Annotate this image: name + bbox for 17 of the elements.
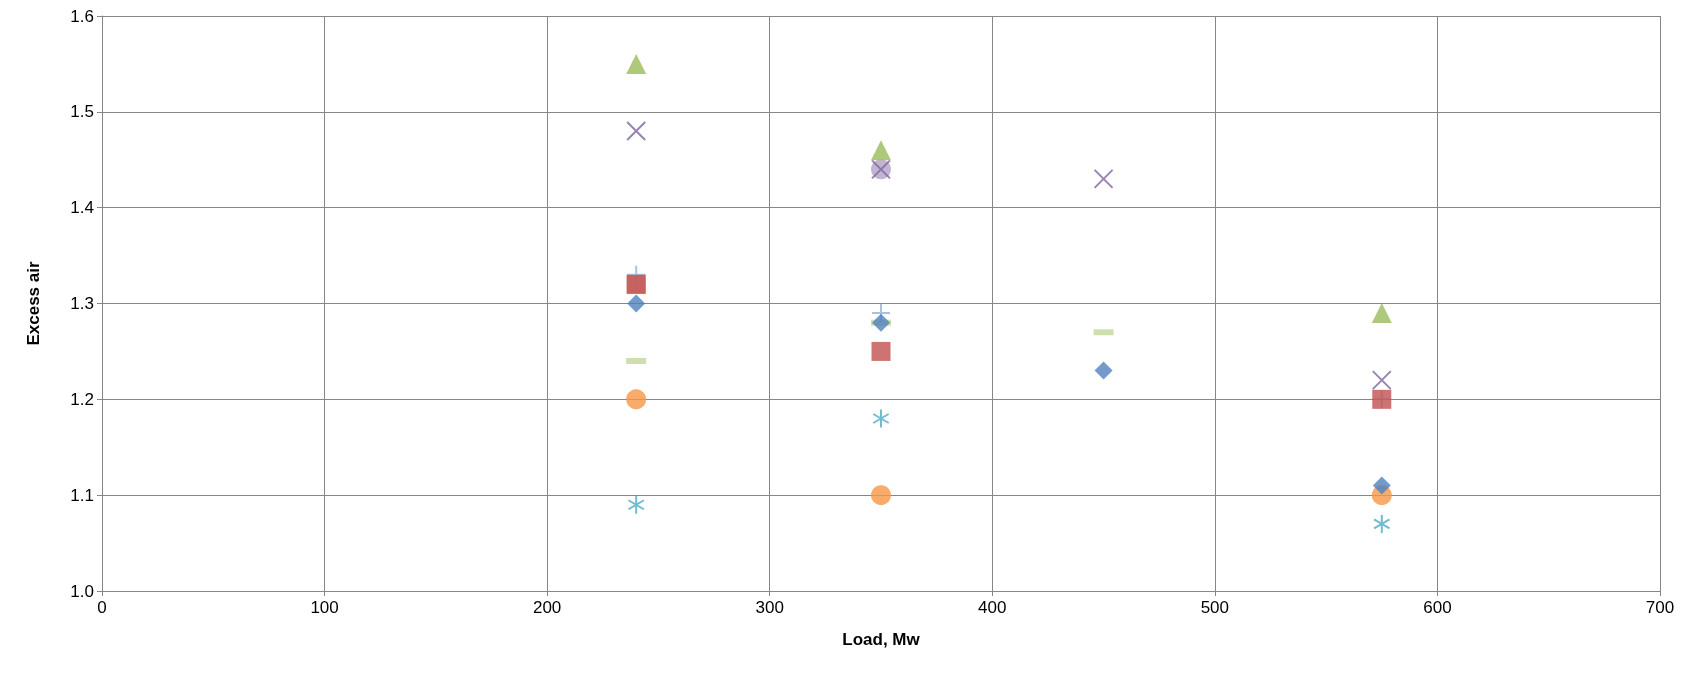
y-tick-label: 1.5 [70,102,94,122]
x-tick-label: 500 [1200,598,1230,617]
y-tick-label: 1.6 [70,6,94,26]
x-tick-label: 600 [1423,598,1452,617]
x-tick-label: 700 [1645,598,1675,617]
y-tick-label: 1.2 [70,389,94,409]
x-axis-title: Load, Mw [842,630,921,649]
x-tick-label: 300 [755,598,784,617]
y-tick-label: 1.4 [70,198,94,218]
x-tick-label: 200 [532,598,562,617]
x-tick-label: 400 [978,598,1007,617]
x-tick-label: 100 [310,598,339,617]
y-tick-label: 1.3 [70,294,94,313]
x-tick-label: 0 [97,598,107,617]
y-tick-label: 1.1 [70,485,94,505]
y-tick-label: 1.0 [70,581,94,601]
y-axis-title: Excess air [24,261,43,346]
